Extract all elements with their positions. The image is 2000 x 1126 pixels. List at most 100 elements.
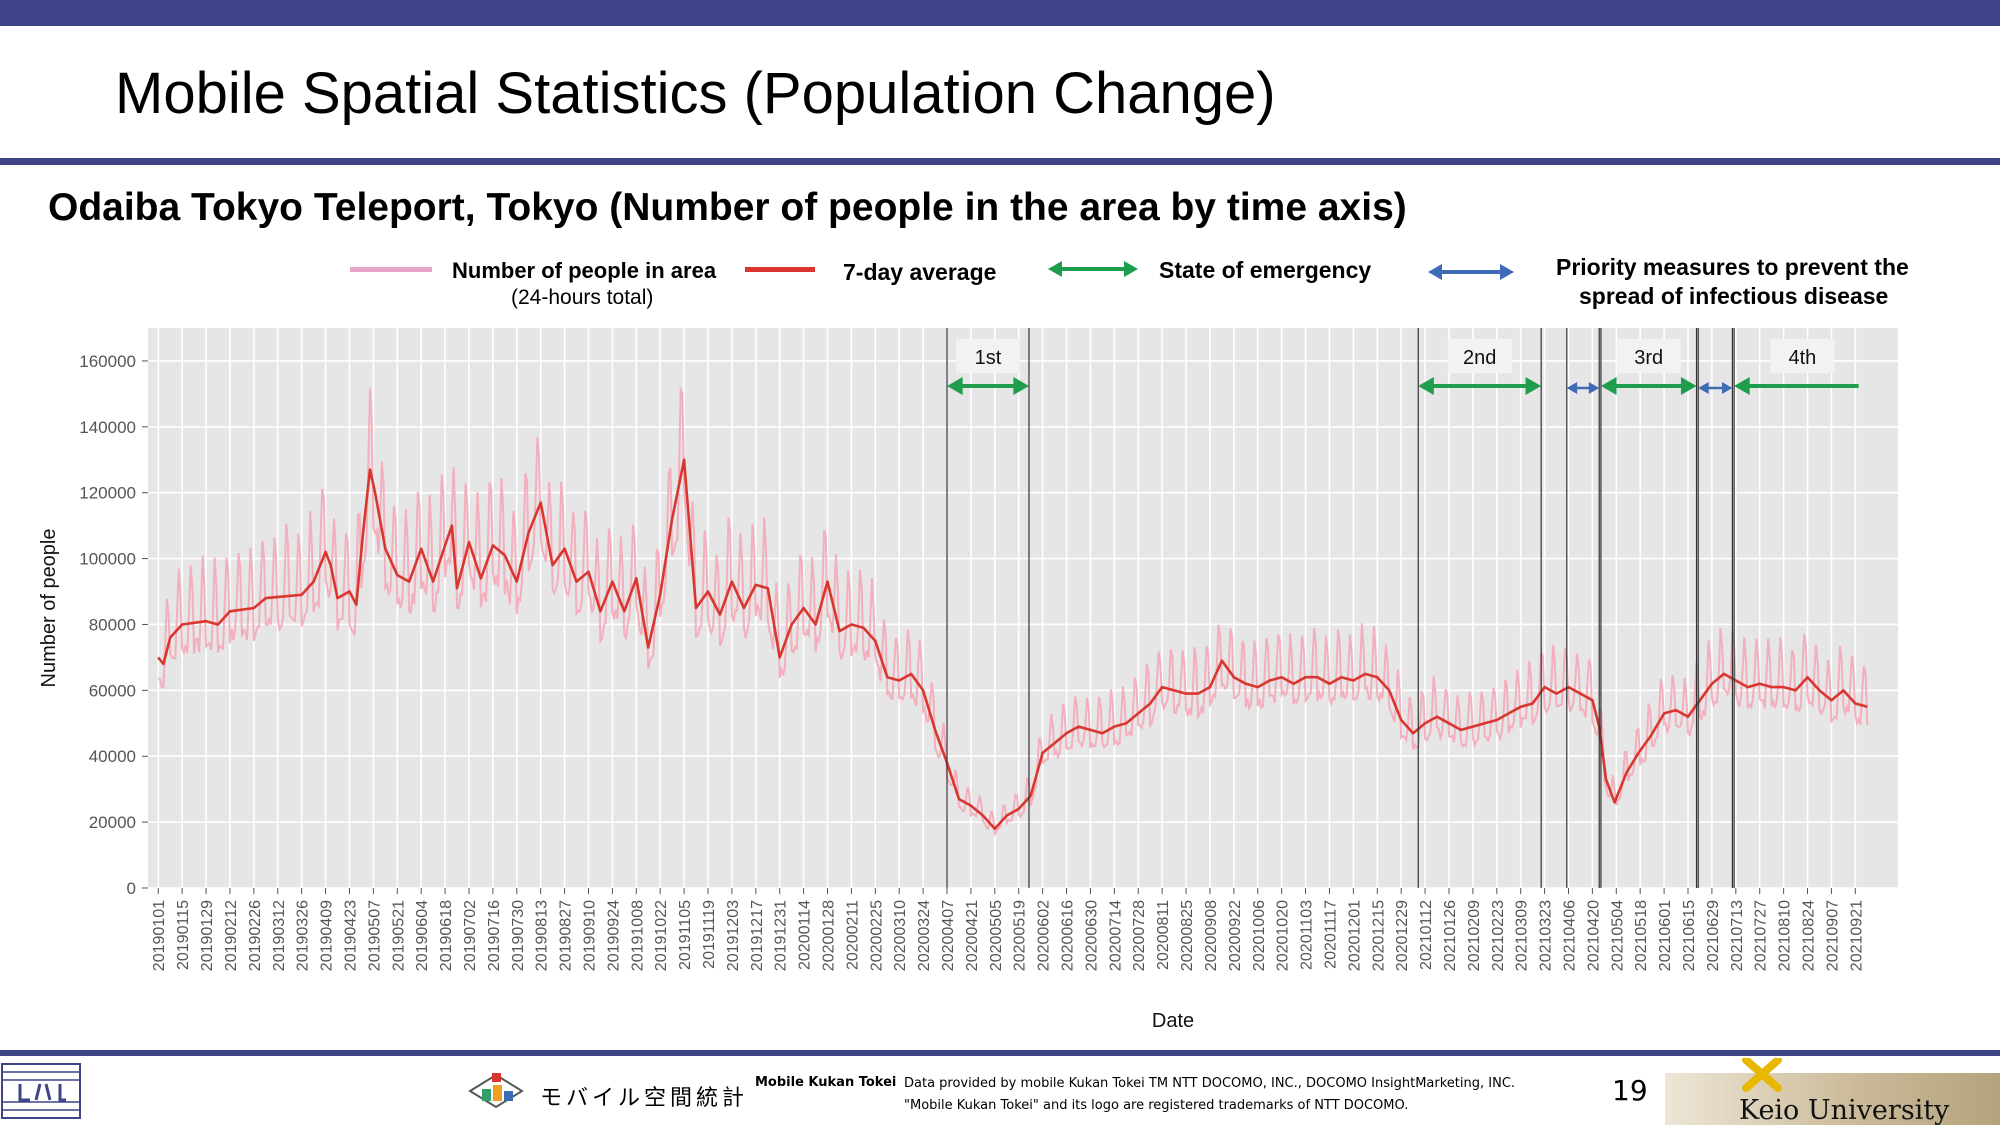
avg-7day-series-line bbox=[157, 458, 1868, 830]
x-tick-label: 20210406 bbox=[1561, 900, 1578, 971]
x-tick-label: 20200505 bbox=[988, 900, 1005, 971]
x-tick-label: 20210112 bbox=[1418, 900, 1435, 970]
legend-avg-swatch bbox=[745, 267, 815, 272]
x-tick-label: 20200128 bbox=[821, 900, 838, 971]
x-tick-label: 20190326 bbox=[295, 900, 312, 971]
mkt-en-wordmark: Mobile Kukan Tokei bbox=[755, 1075, 897, 1090]
x-tick-label: 20200114 bbox=[797, 900, 814, 970]
x-tick-label: 20190924 bbox=[605, 900, 622, 971]
x-tick-label: 20201117 bbox=[1322, 900, 1339, 969]
legend-raw-sublabel: (24-hours total) bbox=[511, 286, 654, 309]
x-tick-label: 20200211 bbox=[844, 900, 861, 970]
y-tick-label: 60000 bbox=[89, 681, 136, 700]
x-tick-label: 20190409 bbox=[319, 900, 336, 971]
legend-priority-label-1: Priority measures to prevent the bbox=[1556, 254, 1909, 280]
period-label: 1st bbox=[975, 347, 1002, 369]
x-tick-label: 20191119 bbox=[701, 900, 718, 969]
x-tick-label: 20200225 bbox=[868, 900, 885, 971]
y-tick-label: 120000 bbox=[79, 484, 136, 503]
page-number: 19 bbox=[1612, 1074, 1648, 1107]
x-tick-label: 20190730 bbox=[510, 900, 527, 971]
x-tick-label: 20200310 bbox=[892, 900, 909, 971]
x-tick-label: 20190521 bbox=[390, 900, 407, 971]
period-arrow-head bbox=[1588, 382, 1600, 394]
x-tick-label: 20190910 bbox=[581, 900, 598, 971]
x-tick-label: 20200602 bbox=[1036, 900, 1053, 971]
x-tick-label: 20200630 bbox=[1083, 900, 1100, 971]
x-tick-label: 20210907 bbox=[1824, 900, 1841, 971]
x-tick-label: 20210126 bbox=[1442, 900, 1459, 971]
y-tick-label: 140000 bbox=[79, 418, 136, 437]
x-tick-label: 20200728 bbox=[1131, 900, 1148, 971]
period-arrow-head bbox=[1418, 377, 1434, 395]
university-crest-icon bbox=[1, 1063, 81, 1119]
plot-panel bbox=[148, 328, 1898, 888]
period-arrow-head bbox=[947, 377, 963, 395]
period-arrow-head bbox=[1680, 377, 1697, 395]
x-tick-label: 20200324 bbox=[916, 900, 933, 971]
x-tick-label: 20191008 bbox=[629, 900, 646, 971]
x-tick-label: 20201020 bbox=[1275, 900, 1292, 971]
x-tick-label: 20210420 bbox=[1585, 900, 1602, 971]
legend-emergency-label: State of emergency bbox=[1159, 257, 1372, 283]
mobile-kukan-tokei-logo-icon bbox=[468, 1073, 524, 1109]
x-tick-label: 20210713 bbox=[1729, 900, 1746, 971]
x-tick-label: 20190212 bbox=[223, 900, 240, 971]
legend-priority-arrow-icon bbox=[1428, 264, 1514, 280]
period-label-box bbox=[1770, 339, 1835, 373]
x-tick-label: 20200922 bbox=[1227, 900, 1244, 971]
legend-avg-label: 7-day average bbox=[843, 259, 997, 285]
period-arrow-head bbox=[1734, 377, 1750, 395]
y-axis-title: Number of people bbox=[38, 529, 60, 688]
period-label-box bbox=[956, 339, 1020, 373]
legend-priority-label-2: spread of infectious disease bbox=[1579, 283, 1889, 309]
university-banner: Keio University bbox=[1665, 1073, 2000, 1126]
population-chart: 0 20000 40000 60000 80000 100000 120000 140000 1… bbox=[38, 328, 1898, 1032]
credit-line-1: Data provided by mobile Kukan Tokei TM N… bbox=[904, 1076, 1516, 1091]
x-tick-label: 20210601 bbox=[1657, 900, 1674, 971]
header-rule bbox=[0, 158, 2000, 165]
x-tick-label: 20200407 bbox=[940, 900, 957, 971]
x-tick-label: 20190716 bbox=[486, 900, 503, 971]
y-tick-label: 0 bbox=[127, 879, 136, 898]
period-label: 2nd bbox=[1463, 347, 1496, 369]
legend-emergency-arrow-icon bbox=[1048, 261, 1138, 277]
period-label: 4th bbox=[1788, 347, 1816, 369]
x-tick-label: 20190827 bbox=[558, 900, 575, 971]
period-arrow-head bbox=[1600, 377, 1617, 395]
x-tick-label: 20200811 bbox=[1155, 900, 1172, 970]
x-tick-label: 20210727 bbox=[1753, 900, 1770, 971]
x-tick-label: 20201006 bbox=[1251, 900, 1268, 971]
period-label-box bbox=[1616, 339, 1681, 373]
footer-rule bbox=[0, 1050, 2000, 1056]
y-tick-label: 20000 bbox=[89, 813, 136, 832]
period-arrow-head bbox=[1013, 377, 1029, 395]
x-tick-label: 20210504 bbox=[1609, 900, 1626, 971]
x-tick-label: 20190604 bbox=[414, 900, 431, 971]
x-tick-label: 20201103 bbox=[1299, 900, 1316, 970]
x-tick-label: 20190129 bbox=[199, 900, 216, 971]
x-tick-label: 20190101 bbox=[151, 900, 168, 971]
x-tick-label: 20191203 bbox=[725, 900, 742, 971]
x-tick-label: 20210223 bbox=[1490, 900, 1507, 971]
x-tick-label: 20190702 bbox=[462, 900, 479, 971]
x-tick-label: 20210309 bbox=[1514, 900, 1531, 971]
mkt-jp-wordmark: モバイル空間統計 bbox=[540, 1085, 749, 1110]
chart-title: Odaiba Tokyo Teleport, Tokyo (Number of … bbox=[48, 186, 1407, 229]
x-tick-label: 20190423 bbox=[342, 900, 359, 971]
period-arrow-head bbox=[1525, 377, 1542, 395]
y-tick-label: 100000 bbox=[79, 550, 136, 569]
x-tick-label: 20200421 bbox=[964, 900, 981, 971]
x-tick-label: 20210810 bbox=[1777, 900, 1794, 971]
raw-daily-series-line bbox=[157, 386, 1869, 837]
legend-raw-label: Number of people in area bbox=[452, 258, 717, 283]
x-tick-label: 20210323 bbox=[1538, 900, 1555, 971]
x-tick-label: 20201229 bbox=[1394, 900, 1411, 971]
x-tick-label: 20191022 bbox=[653, 900, 670, 971]
x-tick-label: 20190312 bbox=[271, 900, 288, 971]
y-tick-label: 160000 bbox=[79, 352, 136, 371]
x-tick-label: 20200825 bbox=[1179, 900, 1196, 971]
x-tick-label: 20190226 bbox=[247, 900, 264, 971]
x-tick-label: 20210921 bbox=[1848, 900, 1865, 971]
period-label-box bbox=[1447, 339, 1512, 373]
